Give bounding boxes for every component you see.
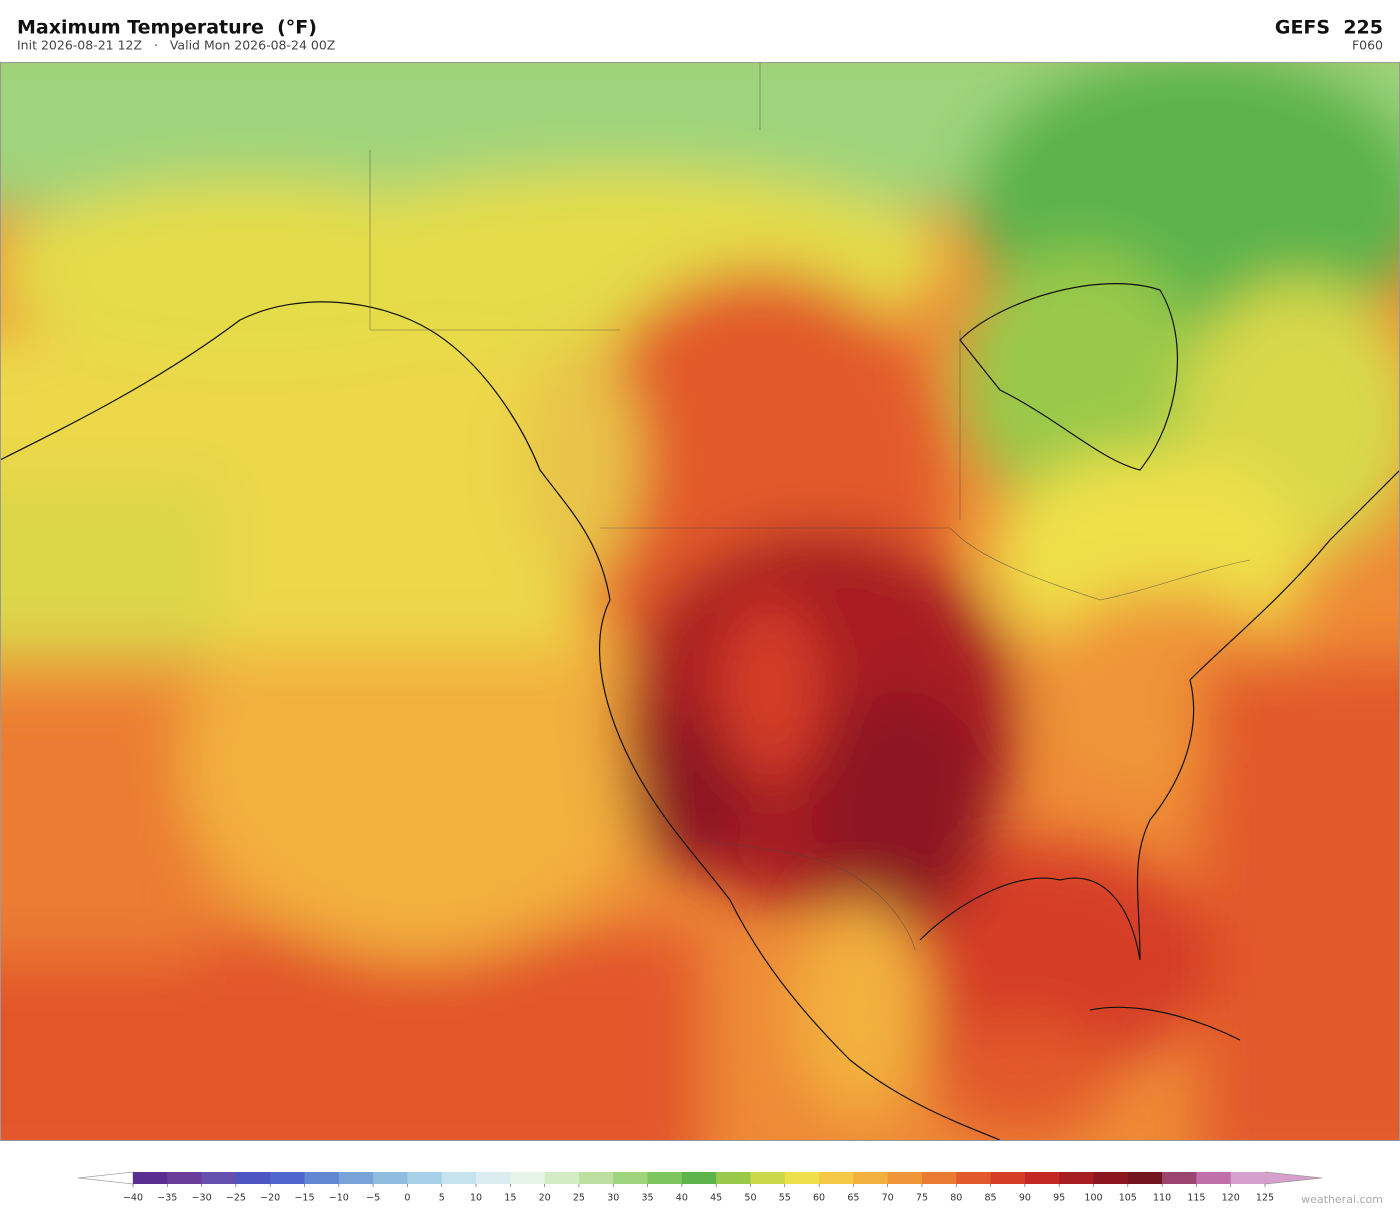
colorbar-tick-label: −5: [366, 1193, 380, 1204]
colorbar: −40 −35 −30 −25 −20 −15 −10 −5 0 5 10 15 20 25 30 35 40 4…: [77, 1171, 1323, 1204]
colorbar-tick-label: 120: [1222, 1193, 1240, 1204]
colorbar-tick-label: −30: [192, 1193, 212, 1204]
colorbar-segment: [784, 1172, 820, 1184]
colorbar-segment: [750, 1172, 786, 1184]
colorbar-segment: [1093, 1172, 1129, 1184]
colorbar-tick-label: 10: [470, 1193, 482, 1204]
model: GEFS 225: [1275, 17, 1383, 39]
colorbar-segment: [1196, 1172, 1232, 1184]
colorbar-under: [77, 1171, 134, 1185]
colorbar-tick-label: −15: [294, 1193, 314, 1204]
colorbar-tick-label: 50: [744, 1193, 756, 1204]
colorbar-segment: [1230, 1172, 1266, 1184]
colorbar-segment: [853, 1172, 889, 1184]
colorbar-segment: [544, 1172, 580, 1184]
colorbar-tick-label: 70: [882, 1193, 894, 1204]
coastline: [0, 283, 1400, 1140]
colorbar-tick-label: 55: [779, 1193, 791, 1204]
colorbar-tick-label: 15: [504, 1193, 516, 1204]
colorbar-segment: [887, 1172, 923, 1184]
colorbar-tick-label: 65: [847, 1193, 859, 1204]
map: [0, 62, 1400, 1140]
colorbar-tick-label: 5: [439, 1193, 445, 1204]
colorbar-segment: [578, 1172, 614, 1184]
colorbar-segment: [338, 1172, 374, 1184]
colorbar-segment: [1162, 1172, 1197, 1184]
subtitle: Init 2026-08-21 12Z · Valid Mon 2026-08-…: [17, 38, 335, 53]
colorbar-segment: [921, 1172, 957, 1184]
colorbar-segment: [235, 1172, 271, 1184]
forecast-hour: F060: [1352, 38, 1383, 53]
colorbar-tick-label: 0: [404, 1193, 410, 1204]
watermark: weatherai.com: [1301, 1193, 1383, 1206]
colorbar-tick-label: 115: [1187, 1193, 1205, 1204]
colorbar-tick-label: 80: [950, 1193, 962, 1204]
colorbar-tick-label: 105: [1119, 1193, 1137, 1204]
colorbar-segment: [441, 1172, 477, 1184]
colorbar-segment: [510, 1172, 546, 1184]
colorbar-tick-label: 45: [710, 1193, 722, 1204]
colorbar-segment: [407, 1172, 443, 1184]
colorbar-tick-label: 35: [641, 1193, 653, 1204]
colorbar-tick-label: 125: [1256, 1193, 1274, 1204]
colorbar-segment: [956, 1172, 991, 1184]
colorbar-tick-label: 90: [1019, 1193, 1031, 1204]
colorbar-tick-label: 40: [676, 1193, 688, 1204]
colorbar-tick-label: 30: [607, 1193, 619, 1204]
colorbar-tick-label: −35: [157, 1193, 177, 1204]
colorbar-tick-label: −40: [123, 1193, 143, 1204]
colorbar-segment: [819, 1172, 854, 1184]
colorbar-segment: [681, 1172, 717, 1184]
title: Maximum Temperature (°F): [17, 17, 317, 39]
colorbar-segment: [167, 1172, 203, 1184]
colorbar-tick-label: 75: [916, 1193, 928, 1204]
colorbar-segment: [133, 1172, 168, 1184]
colorbar-tick-label: −20: [260, 1193, 280, 1204]
colorbar-tick-label: 60: [813, 1193, 825, 1204]
colorbar-segment: [1024, 1172, 1060, 1184]
colorbar-tick-label: −10: [329, 1193, 349, 1204]
colorbar-segment: [1059, 1172, 1094, 1184]
colorbar-segment: [1127, 1172, 1163, 1184]
colorbar-segment: [716, 1172, 751, 1184]
colorbar-segment: [647, 1172, 683, 1184]
colorbar-over: [1264, 1171, 1323, 1185]
colorbar-tick-label: 110: [1153, 1193, 1171, 1204]
colorbar-segment: [304, 1172, 340, 1184]
colorbar-tick-label: 20: [539, 1193, 551, 1204]
colorbar-segment: [373, 1172, 408, 1184]
colorbar-tick-label: 95: [1053, 1193, 1065, 1204]
borders: [369, 62, 1251, 951]
colorbar-segment: [476, 1172, 511, 1184]
colorbar-segment: [613, 1172, 648, 1184]
colorbar-tick-label: 85: [985, 1193, 997, 1204]
colorbar-segment: [990, 1172, 1026, 1184]
colorbar-segment: [270, 1172, 305, 1184]
colorbar-tick-label: 100: [1084, 1193, 1102, 1204]
colorbar-tick-label: −25: [226, 1193, 246, 1204]
colorbar-tick-label: 25: [573, 1193, 585, 1204]
colorbar-segment: [201, 1172, 237, 1184]
